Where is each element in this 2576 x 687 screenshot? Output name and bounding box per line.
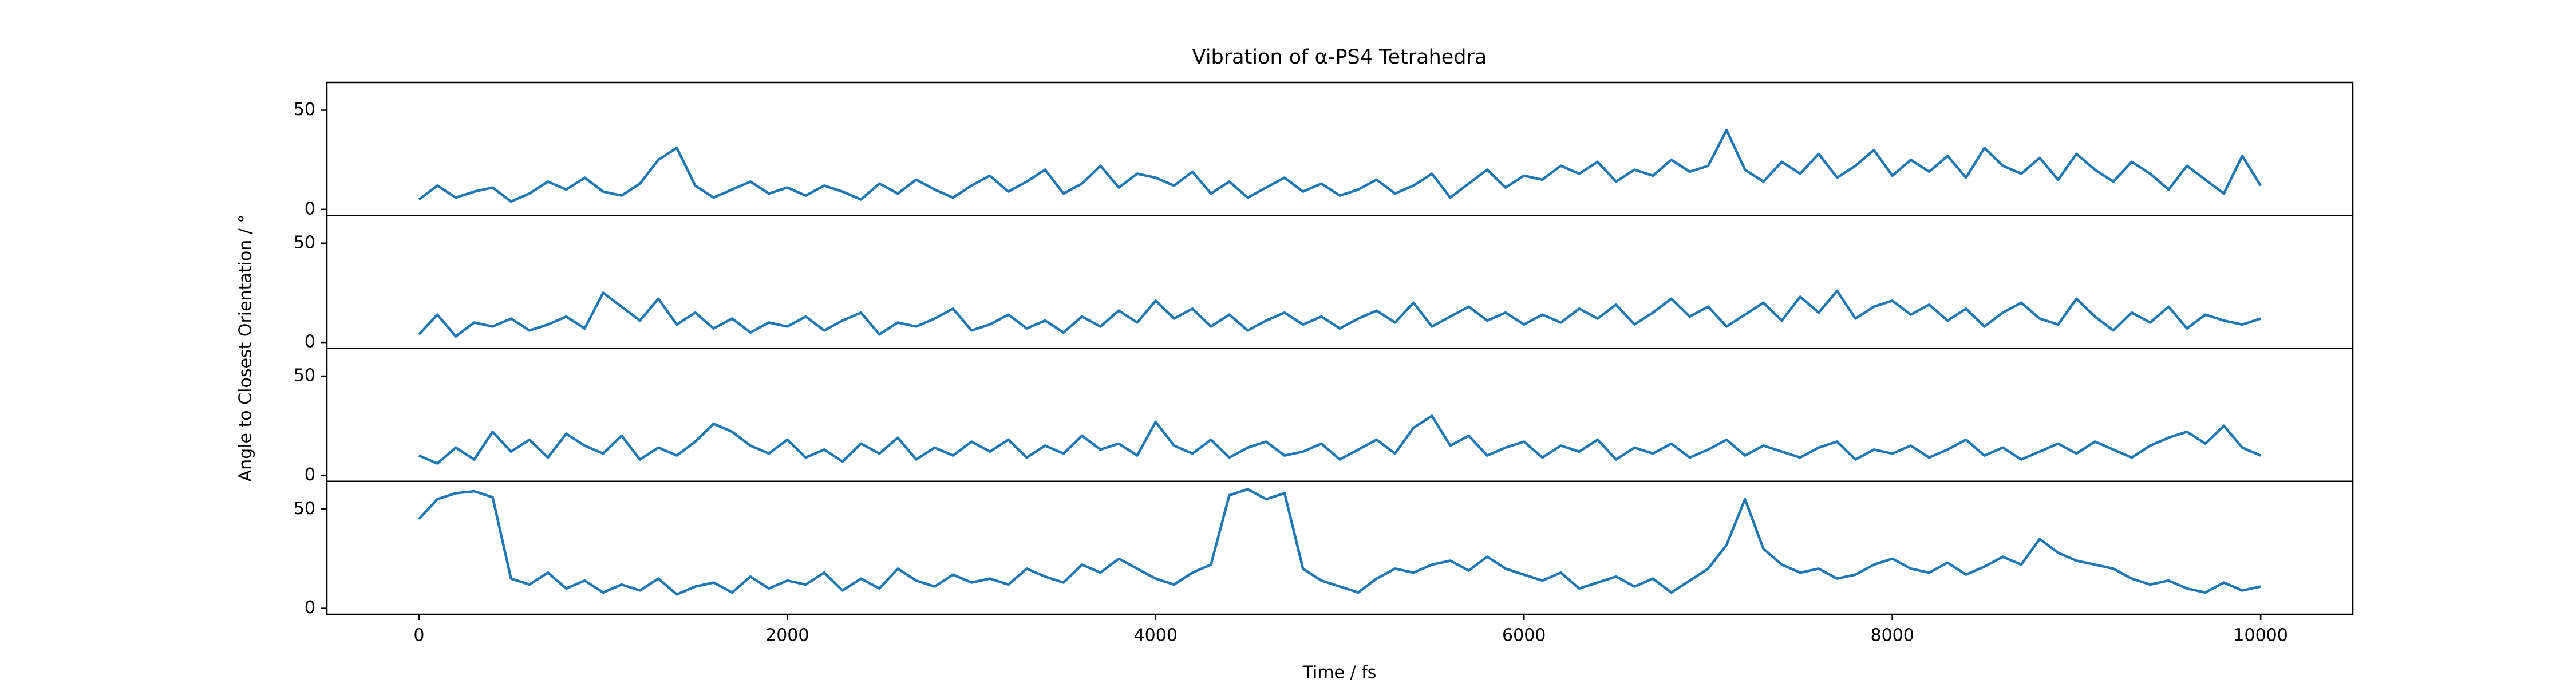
- x-tick-label: 4000: [1134, 626, 1178, 646]
- data-line: [418, 414, 2261, 465]
- chart-title: Vibration of α-PS4 Tetrahedra: [1192, 46, 1487, 69]
- y-tick-label: 50: [294, 366, 315, 386]
- y-tick-label: 0: [305, 598, 315, 618]
- panel-frame: [326, 480, 2354, 615]
- x-tick-label: 2000: [765, 626, 809, 646]
- y-tick-label: 0: [305, 332, 315, 352]
- x-axis-label: Time / fs: [1302, 663, 1377, 683]
- y-tick-label: 0: [305, 199, 315, 219]
- x-tick-label: 10000: [2233, 626, 2287, 646]
- x-tick-label: 8000: [1871, 626, 1914, 646]
- y-tick-label: 50: [294, 100, 315, 120]
- x-tick-label: 6000: [1502, 626, 1546, 646]
- y-tick-label: 0: [305, 465, 315, 485]
- data-line: [418, 128, 2262, 203]
- y-axis-label: Angle to Closest Orientation / °: [236, 215, 256, 482]
- data-line: [418, 289, 2261, 338]
- y-tick-label: 50: [294, 232, 315, 252]
- data-line: [418, 488, 2261, 596]
- y-tick-label: 50: [294, 499, 315, 519]
- x-tick-label: 0: [413, 626, 424, 646]
